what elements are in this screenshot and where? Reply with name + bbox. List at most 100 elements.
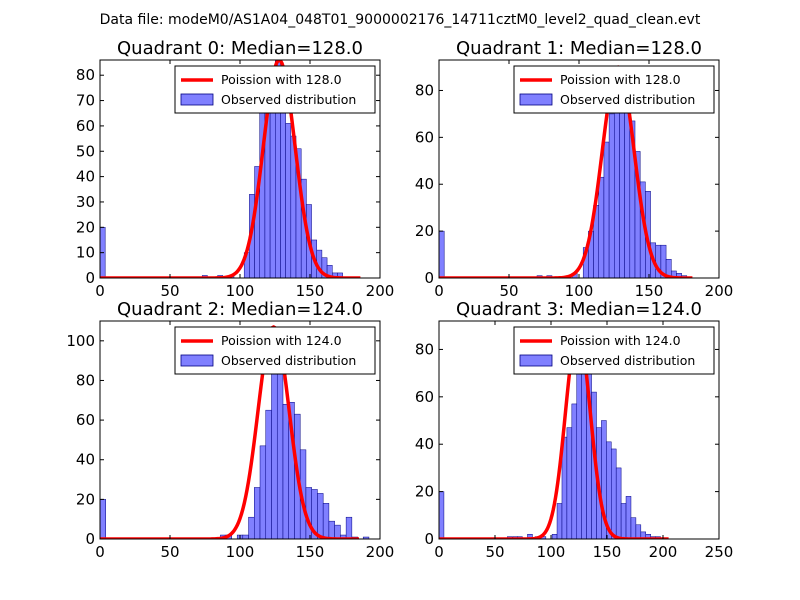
y-tick-label: 0 <box>424 269 434 287</box>
x-tick-label: 150 <box>296 282 325 300</box>
histogram-bar <box>317 493 324 539</box>
quadrant-2-plot: Quadrant 2: Median=124.0 0 50 100 150 200 0 20 4… <box>66 299 394 561</box>
legend-line-label: Poission with 128.0 <box>560 72 681 87</box>
legend: Poission with 124.0 Observed distribution <box>513 326 715 375</box>
histogram-bar <box>282 403 289 539</box>
poisson-curve <box>439 65 693 278</box>
histogram-bar <box>598 176 605 278</box>
y-tick-label: 20 <box>415 483 434 501</box>
y-tick-label: 80 <box>76 371 95 389</box>
legend-bar-swatch <box>519 93 553 106</box>
y-tick-label: 80 <box>76 66 95 84</box>
histogram-bar <box>265 409 272 539</box>
histogram-bar <box>259 445 267 539</box>
legend-line-label: Poission with 124.0 <box>560 333 681 348</box>
legend-bar-label: Observed distribution <box>560 92 695 107</box>
histogram-bar <box>280 92 286 278</box>
y-tick-label: 20 <box>76 218 95 236</box>
x-tick-label: 200 <box>705 282 734 300</box>
x-tick-label: 200 <box>366 543 395 561</box>
histogram-bar <box>285 123 292 278</box>
x-tick-label: 50 <box>160 543 179 561</box>
histogram-bar <box>322 503 330 539</box>
y-tick-label: 80 <box>415 81 434 99</box>
quadrant-0-plot: Quadrant 0: Median=128.0 0 50 100 150 200 0 10 2… <box>76 38 394 300</box>
legend: Poission with 124.0 Observed distribution <box>174 326 376 375</box>
x-tick-label: 150 <box>593 543 622 561</box>
y-tick-label: 60 <box>76 411 95 429</box>
plot-area <box>439 65 693 278</box>
histogram-bar <box>620 503 627 539</box>
legend-bar-label: Observed distribution <box>221 92 356 107</box>
figure-suptitle: Data file: modeM0/AS1A04_048T01_90000021… <box>100 12 701 28</box>
y-tick-label: 70 <box>76 92 95 110</box>
y-tick-label: 50 <box>76 142 95 160</box>
histogram-bar <box>556 503 563 539</box>
histogram-bar <box>334 524 341 539</box>
poisson-curve <box>100 325 360 539</box>
histogram-bar <box>248 516 255 539</box>
poisson-curve <box>100 60 361 278</box>
y-tick-label: 10 <box>76 244 95 262</box>
x-tick-label: 150 <box>296 543 325 561</box>
y-tick-label: 20 <box>415 222 434 240</box>
histogram-bar <box>615 467 622 539</box>
x-tick-label: 150 <box>635 282 664 300</box>
histogram-bar <box>551 534 558 539</box>
x-tick-label: 0 <box>95 282 105 300</box>
y-tick-label: 0 <box>85 530 95 548</box>
x-tick-label: 100 <box>226 543 255 561</box>
histogram-bar <box>635 524 642 539</box>
histogram-bar <box>603 141 610 278</box>
histogram-bar <box>326 265 333 278</box>
x-tick-label: 50 <box>160 282 179 300</box>
legend-bar-label: Observed distribution <box>560 353 695 368</box>
y-tick-label: 0 <box>85 269 95 287</box>
legend: Poission with 128.0 Observed distribution <box>513 65 715 114</box>
histogram-bar <box>614 99 620 278</box>
legend-bar-swatch <box>180 93 214 106</box>
histogram-bar <box>337 272 343 278</box>
plot-area <box>100 325 370 539</box>
y-tick-label: 20 <box>76 490 95 508</box>
x-tick-label: 50 <box>485 543 504 561</box>
histogram-bar <box>624 101 631 278</box>
histogram-bar <box>625 496 632 539</box>
histogram-bar <box>571 403 578 539</box>
y-tick-label: 40 <box>76 451 95 469</box>
legend-bar-swatch <box>180 354 214 367</box>
histogram-bar <box>439 491 445 539</box>
x-tick-label: 100 <box>565 282 594 300</box>
y-tick-label: 0 <box>424 530 434 548</box>
y-tick-label: 100 <box>66 332 95 350</box>
y-tick-label: 40 <box>415 435 434 453</box>
y-tick-label: 40 <box>76 168 95 186</box>
plot-area <box>439 328 670 539</box>
histogram-bar <box>611 448 617 539</box>
x-tick-label: 50 <box>499 282 518 300</box>
x-tick-label: 100 <box>537 543 566 561</box>
y-tick-label: 60 <box>415 128 434 146</box>
quadrant-3-plot: Quadrant 3: Median=124.0 0 50 100 150 200 250 0… <box>415 299 733 561</box>
legend-line-label: Poission with 128.0 <box>221 72 342 87</box>
histogram-bar <box>608 113 615 278</box>
histogram-bar <box>259 95 266 278</box>
axes-frame <box>438 320 720 540</box>
x-tick-label: 0 <box>434 282 444 300</box>
x-tick-label: 0 <box>434 543 444 561</box>
histogram-bar <box>362 536 370 539</box>
y-tick-label: 30 <box>76 193 95 211</box>
histogram-bar <box>439 230 445 278</box>
legend: Poission with 128.0 Observed distribution <box>174 65 376 114</box>
histogram-bar <box>665 258 672 278</box>
histogram-bar <box>100 499 106 539</box>
histogram-bar <box>328 520 335 539</box>
x-tick-label: 200 <box>366 282 395 300</box>
y-tick-label: 40 <box>415 175 434 193</box>
panel-title: Quadrant 2: Median=124.0 <box>117 299 363 320</box>
panel-title: Quadrant 0: Median=128.0 <box>117 38 363 59</box>
legend-line-label: Poission with 124.0 <box>221 333 342 348</box>
x-tick-label: 200 <box>649 543 678 561</box>
x-tick-label: 0 <box>95 543 105 561</box>
x-tick-label: 100 <box>226 282 255 300</box>
